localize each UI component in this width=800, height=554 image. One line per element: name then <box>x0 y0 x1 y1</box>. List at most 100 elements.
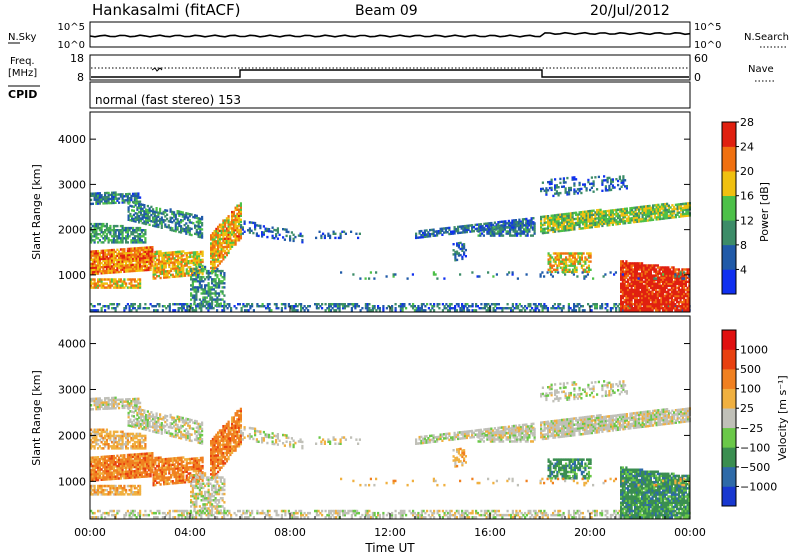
range-gate-cell <box>577 260 580 263</box>
range-gate-cell <box>684 303 687 306</box>
range-gate-cell <box>659 205 662 208</box>
range-gate-cell <box>548 220 551 224</box>
range-gate-cell <box>653 204 656 207</box>
colorbar-segment <box>722 171 736 197</box>
range-gate-cell <box>95 231 98 234</box>
range-gate-cell <box>133 280 136 283</box>
range-gate-cell <box>137 286 140 289</box>
range-gate-cell <box>114 269 117 272</box>
range-gate-cell <box>663 270 666 273</box>
range-gate-cell <box>175 273 178 276</box>
range-gate-cell <box>601 218 604 221</box>
range-gate-cell <box>164 272 167 275</box>
range-gate-cell <box>584 256 587 259</box>
range-gate-cell <box>134 204 137 207</box>
range-gate-cell <box>582 264 585 267</box>
range-gate-cell <box>157 268 160 272</box>
range-gate-cell <box>485 222 488 225</box>
range-gate-cell <box>589 182 592 186</box>
range-gate-cell <box>232 225 235 228</box>
range-gate-cell <box>627 219 630 222</box>
range-gate-cell <box>553 307 556 310</box>
range-gate-cell <box>181 305 184 308</box>
range-gate-cell <box>222 219 225 222</box>
range-gate-cell <box>573 305 576 308</box>
range-gate-cell <box>336 303 339 306</box>
range-gate-cell <box>562 271 565 274</box>
range-gate-cell <box>139 255 142 258</box>
range-gate-cell <box>658 282 661 285</box>
range-gate-cell <box>623 282 626 285</box>
range-gate-cell <box>225 219 228 222</box>
range-gate-cell <box>639 309 642 312</box>
range-gate-cell <box>457 242 460 245</box>
range-gate-cell <box>175 265 178 268</box>
range-gate-cell <box>594 217 597 220</box>
range-gate-cell <box>533 228 536 231</box>
range-gate-cell <box>634 305 637 308</box>
range-gate-cell <box>213 246 216 249</box>
range-gate-cell <box>215 229 218 233</box>
range-gate-cell <box>569 307 572 310</box>
range-gate-cell <box>548 182 551 186</box>
range-gate-cell <box>561 223 564 226</box>
range-gate-cell <box>90 241 93 244</box>
range-gate-cell <box>226 303 229 306</box>
range-gate-cell <box>685 202 688 205</box>
range-gate-cell <box>664 217 667 220</box>
range-gate-cell <box>149 250 152 253</box>
range-gate-cell <box>416 236 419 239</box>
range-gate-cell <box>133 267 136 271</box>
range-gate-cell <box>200 300 203 303</box>
range-gate-cell <box>91 309 94 312</box>
range-gate-cell <box>248 231 251 234</box>
range-gate-cell <box>549 270 552 273</box>
range-gate-cell <box>533 226 536 229</box>
range-gate-cell <box>437 232 440 235</box>
range-gate-cell <box>580 252 583 255</box>
range-gate-cell <box>572 256 575 259</box>
range-gate-cell <box>93 192 96 195</box>
range-gate-cell <box>683 282 686 285</box>
range-gate-cell <box>638 208 641 211</box>
range-gate-cell <box>126 278 129 281</box>
range-gate-cell <box>639 264 642 267</box>
range-gate-cell <box>625 213 628 216</box>
range-gate-cell <box>132 237 135 240</box>
range-gate-cell <box>275 303 278 306</box>
range-gate-cell <box>634 307 637 310</box>
range-gate-cell <box>649 280 652 283</box>
range-gate-cell <box>637 303 640 306</box>
range-gate-cell <box>251 305 254 308</box>
range-gate-cell <box>663 300 666 304</box>
range-gate-cell <box>677 290 680 294</box>
range-gate-cell <box>533 222 536 225</box>
range-gate-cell <box>508 307 511 310</box>
range-gate-cell <box>222 247 225 251</box>
range-gate-cell <box>191 259 194 262</box>
range-gate-cell <box>187 274 190 277</box>
range-gate-cell <box>632 218 635 222</box>
range-gate-cell <box>104 237 107 240</box>
range-gate-cell <box>434 234 437 237</box>
range-gate-cell <box>608 176 611 180</box>
range-gate-cell <box>508 271 511 274</box>
range-gate-cell <box>111 303 114 306</box>
range-gate-cell <box>684 300 687 304</box>
range-gate-cell <box>527 219 530 222</box>
range-gate-cell <box>161 262 164 265</box>
range-gate-cell <box>178 252 181 255</box>
range-gate-cell <box>139 282 142 285</box>
range-gate-cell <box>559 254 562 257</box>
range-gate-cell <box>549 254 552 257</box>
range-gate-cell <box>684 278 687 281</box>
range-gate-cell <box>137 253 140 256</box>
range-gate-cell <box>204 278 207 281</box>
range-gate-cell <box>168 255 171 258</box>
range-gate-cell <box>453 226 456 229</box>
range-gate-cell <box>123 199 126 202</box>
range-gate-cell <box>621 292 624 296</box>
range-gate-cell <box>132 249 135 252</box>
range-gate-cell <box>630 276 633 279</box>
range-gate-cell <box>618 220 621 223</box>
